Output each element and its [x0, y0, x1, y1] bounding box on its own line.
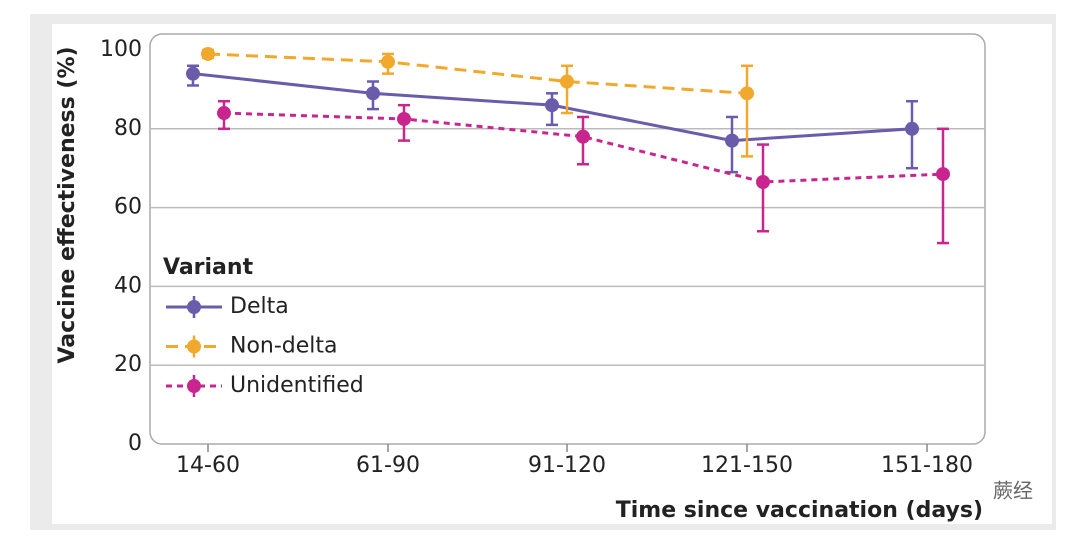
legend-marker — [187, 339, 201, 354]
legend-label: Delta — [230, 294, 289, 319]
series-line — [207, 52, 748, 95]
point — [576, 129, 590, 144]
y-tick-label: 0 — [128, 431, 142, 456]
point — [905, 121, 919, 136]
legend-title: Variant — [163, 255, 254, 280]
x-tick-label: 151-180 — [881, 453, 973, 478]
y-tick-label: 100 — [100, 37, 142, 62]
y-tick-label: 20 — [114, 352, 142, 377]
x-tick-label: 61-90 — [356, 453, 420, 478]
point — [740, 86, 754, 101]
point — [186, 66, 200, 81]
point — [936, 167, 950, 182]
legend-marker — [187, 379, 201, 393]
point — [397, 111, 411, 126]
x-tick-label: 121-150 — [701, 453, 793, 478]
point — [201, 46, 215, 61]
x-tick-label: 91-120 — [528, 453, 606, 478]
point — [366, 86, 380, 101]
point — [560, 74, 574, 89]
y-tick-label: 80 — [114, 116, 142, 141]
legend-label: Non-delta — [230, 334, 338, 359]
point — [756, 174, 770, 189]
series-line — [223, 111, 944, 184]
x-tick-label: 14-60 — [176, 453, 240, 478]
legend-marker — [187, 300, 201, 314]
point — [725, 133, 739, 148]
y-tick-label: 40 — [114, 273, 142, 298]
x-axis-title: Time since vaccination (days) — [616, 498, 983, 523]
y-tick-label: 60 — [114, 195, 142, 220]
point — [545, 98, 559, 113]
legend-label: Unidentified — [230, 373, 364, 398]
y-axis-title: Vaccine effectiveness (%) — [55, 46, 80, 363]
watermark: 蕨经 — [993, 479, 1033, 503]
point — [381, 54, 395, 69]
point — [217, 106, 231, 121]
